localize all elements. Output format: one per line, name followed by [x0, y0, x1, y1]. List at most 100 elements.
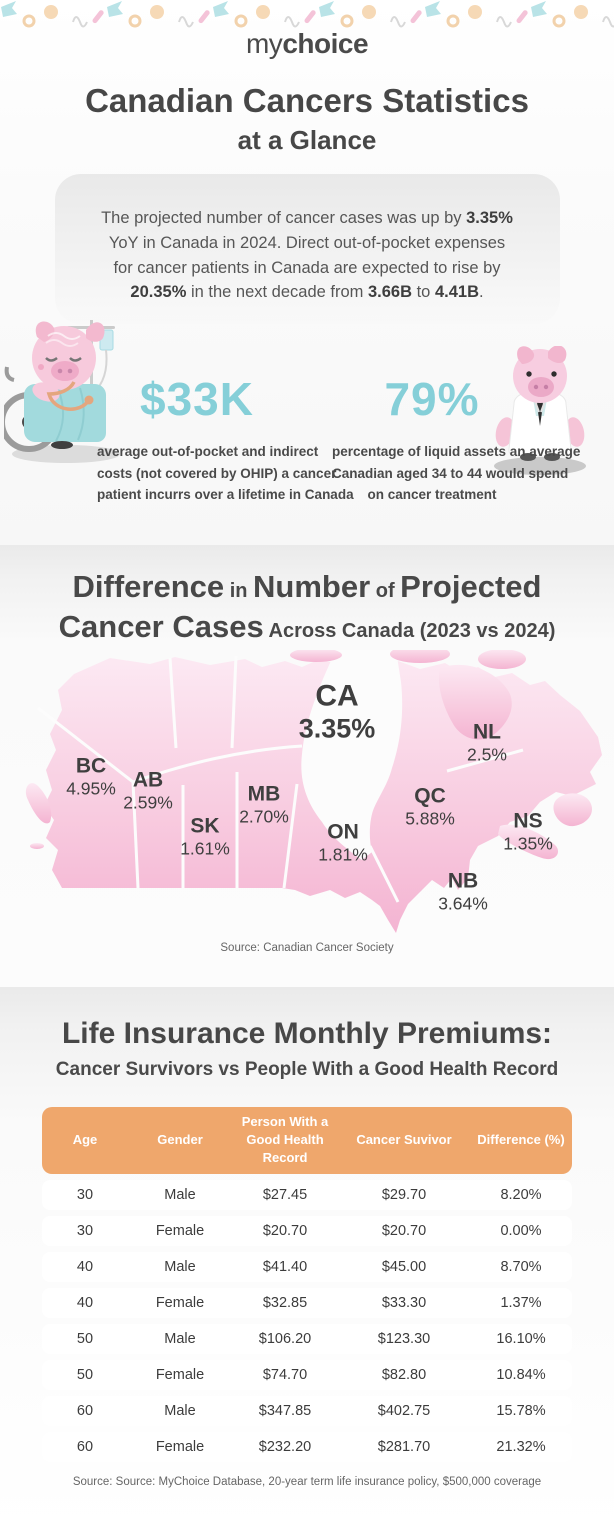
intro-seg: in the next decade from	[186, 283, 368, 302]
eye	[526, 371, 532, 377]
intro-card: The projected number of cancer cases was…	[54, 174, 560, 324]
pig-snout	[528, 377, 554, 397]
stethoscope-icon	[46, 381, 91, 411]
baffin-island	[438, 664, 512, 740]
stat-value: $33K	[140, 373, 254, 425]
cell-difference: 21.32%	[496, 1438, 546, 1455]
cell-cancer-survivor: $45.00	[381, 1258, 427, 1275]
table-subtitle: Cancer Survivors vs People With a Good H…	[55, 1059, 559, 1080]
cell-gender: Female	[155, 1294, 205, 1311]
table-row: 60 Female $232.20 $281.70 21.32%	[42, 1431, 572, 1462]
cell-good-health: $32.85	[262, 1294, 308, 1311]
map-label-on: ON 1.81%	[318, 819, 368, 865]
cell-good-health: $20.70	[262, 1222, 308, 1239]
intro-seg: The projected number of cancer cases was…	[101, 209, 467, 227]
cell-good-health: $27.45	[262, 1186, 308, 1203]
cell-cancer-survivor: $29.70	[381, 1186, 427, 1203]
cell-gender: Male	[164, 1402, 196, 1419]
cell-gender: Female	[155, 1366, 205, 1383]
col-header-good-health: Person With a Good Health Record	[241, 1114, 329, 1166]
cell-difference: 10.84%	[496, 1366, 546, 1383]
map-section-title: Difference in Number of Projected Cancer…	[58, 569, 556, 645]
newfoundland-island	[553, 793, 593, 826]
intro-stat: 3.66B	[367, 283, 413, 302]
table-row: 50 Male $106.20 $123.30 16.10%	[42, 1323, 572, 1354]
intro-seg: YoY in Canada in 2024. Direct out-of-poc…	[108, 233, 506, 277]
table-row: 50 Female $74.70 $82.80 10.84%	[42, 1359, 572, 1390]
cell-age: 40	[76, 1258, 94, 1275]
cell-cancer-survivor: $20.70	[381, 1222, 427, 1239]
border-yt-nt	[168, 657, 178, 748]
cell-cancer-survivor: $281.70	[377, 1438, 431, 1455]
cell-gender: Female	[155, 1438, 205, 1455]
premiums-table: Age Gender Person With a Good Health Rec…	[42, 1107, 572, 1462]
map-label-qc: QC 5.88%	[405, 783, 455, 829]
border-mb-on	[282, 783, 299, 888]
intro-stat: 3.35%	[466, 209, 513, 227]
border-nt-nu	[230, 655, 238, 748]
map-label-bc: BC 4.95%	[66, 753, 116, 799]
closed-eye	[45, 357, 58, 362]
cell-difference: 1.37%	[500, 1294, 542, 1311]
cell-good-health: $41.40	[262, 1258, 308, 1275]
stats-row: $33K average out-of-pocket and indirect …	[0, 320, 614, 541]
page-subtitle: at a Glance	[237, 125, 377, 155]
arctic-island	[290, 649, 342, 662]
nova-scotia-peninsula	[498, 824, 559, 859]
brand-logo-choice: choice	[282, 28, 369, 59]
map-label-nb: NB 3.64%	[438, 868, 488, 914]
map-label-mb: MB 2.70%	[239, 781, 289, 827]
pig-ear	[35, 321, 55, 342]
cell-cancer-survivor: $402.75	[377, 1402, 431, 1419]
col-header-difference: Difference (%)	[477, 1132, 565, 1148]
map-section: Difference in Number of Projected Cancer…	[0, 545, 614, 987]
patient-pig-illustration	[4, 320, 120, 463]
stat-value: 79%	[384, 373, 480, 425]
cell-cancer-survivor: $123.30	[377, 1330, 431, 1347]
cell-age: 30	[76, 1222, 94, 1239]
table-title: Life Insurance Monthly Premiums:	[61, 1017, 553, 1050]
cell-good-health: $347.85	[258, 1402, 312, 1419]
intro-stat: 4.41B	[434, 283, 479, 302]
doctor-pig-illustration	[494, 346, 586, 475]
cell-good-health: $106.20	[258, 1330, 312, 1347]
cell-difference: 16.10%	[496, 1330, 546, 1347]
map-label-ab: AB 2.59%	[123, 767, 173, 813]
pig-ear	[86, 322, 105, 342]
cell-difference: 0.00%	[500, 1222, 542, 1239]
table-row: 60 Male $347.85 $402.75 15.78%	[42, 1395, 572, 1426]
cell-difference: 8.70%	[500, 1258, 542, 1275]
pig-ear	[548, 346, 567, 364]
stat-caption: average out-of-pocket and indirect costs…	[97, 444, 354, 503]
page-title: Canadian Cancers Statistics	[85, 82, 529, 119]
cell-age: 60	[76, 1438, 94, 1455]
cell-difference: 15.78%	[496, 1402, 546, 1419]
cell-age: 60	[76, 1402, 94, 1419]
intro-text: The projected number of cancer cases was…	[101, 174, 513, 305]
border-qc-nl	[446, 748, 524, 773]
cell-difference: 8.20%	[500, 1186, 542, 1203]
map-label-ca: CA 3.35%	[298, 678, 376, 744]
hero-section: mychoice Canadian Cancers Statistics at …	[0, 0, 614, 545]
map-label-ns: NS 1.35%	[503, 808, 553, 854]
map-label-nl: NL 2.5%	[467, 719, 507, 765]
border-on-qc	[368, 844, 400, 903]
table-header: Age Gender Person With a Good Health Rec…	[42, 1107, 572, 1174]
canada-map: CA 3.35% BC 4.95% AB 2.59% SK 1.61% MB 2.70% …	[0, 649, 614, 938]
cell-gender: Male	[164, 1330, 196, 1347]
table-row: 30 Male $27.45 $29.70 8.20%	[42, 1179, 572, 1210]
table-row: 40 Male $41.40 $45.00 8.70%	[42, 1251, 572, 1282]
stat-caption: percentage of liquid assets an average C…	[332, 444, 581, 503]
iv-pole-icon	[90, 320, 93, 432]
table-source: Source: Source: MyChoice Database, 20-ye…	[72, 1475, 542, 1488]
cell-gender: Male	[164, 1258, 196, 1275]
pig-ear	[517, 346, 535, 364]
table-row: 30 Female $20.70 $20.70 0.00%	[42, 1215, 572, 1246]
col-header-gender: Gender	[157, 1132, 203, 1148]
map-label-sk: SK 1.61%	[180, 813, 230, 859]
cell-good-health: $74.70	[262, 1366, 308, 1383]
arctic-island	[478, 649, 526, 669]
stat-out-of-pocket: $33K average out-of-pocket and indirect …	[97, 372, 354, 506]
brand-logo: mychoice	[0, 28, 614, 60]
col-header-age: Age	[72, 1132, 98, 1148]
